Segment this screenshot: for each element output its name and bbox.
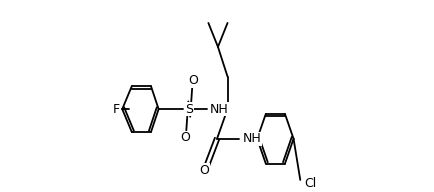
Text: S: S xyxy=(185,103,193,116)
Text: O: O xyxy=(200,164,210,177)
Text: F: F xyxy=(112,103,119,116)
Text: Cl: Cl xyxy=(304,177,316,190)
Text: O: O xyxy=(188,74,198,87)
Text: NH: NH xyxy=(243,132,262,145)
Text: NH: NH xyxy=(209,103,228,116)
Text: O: O xyxy=(181,131,191,144)
